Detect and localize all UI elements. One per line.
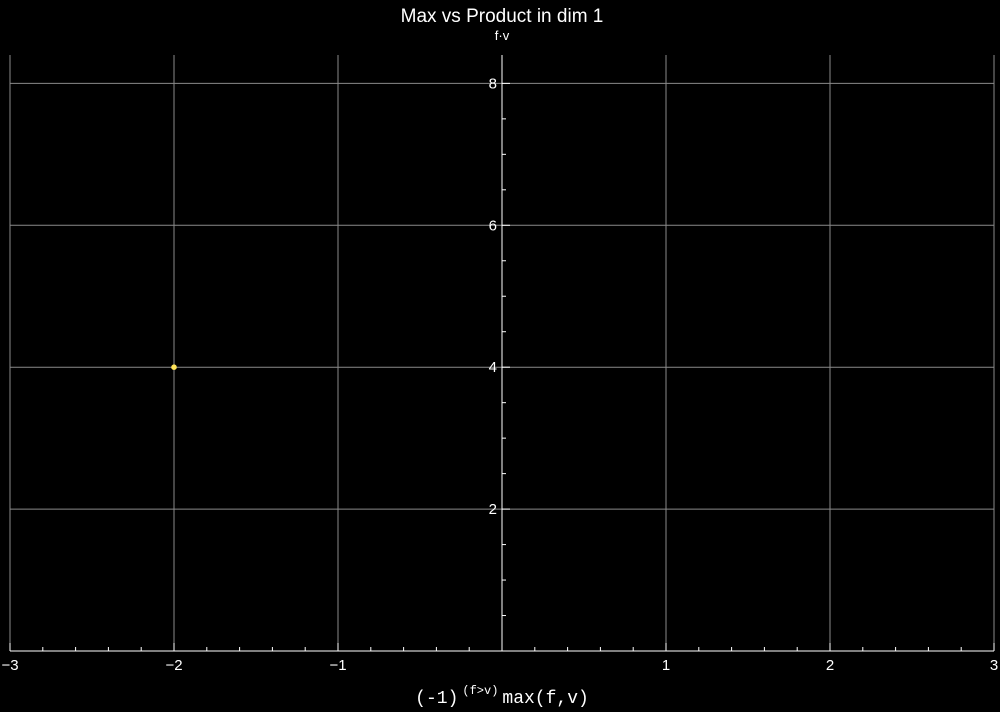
x-tick-label: −2: [165, 657, 182, 674]
x-axis-label-base: (-1): [415, 689, 458, 709]
y-axis-label: f·v: [495, 28, 510, 43]
tick-labels: −3 −2 −1 1 2 3 2 4 6 8: [1, 75, 998, 674]
axes: [10, 55, 994, 652]
x-tick-label: −3: [1, 657, 18, 674]
x-tick-label: 3: [990, 657, 998, 674]
x-axis-label-superscript: (f>v): [462, 684, 498, 698]
x-tick-label: −1: [329, 657, 346, 674]
data-points: [171, 364, 177, 370]
chart-title: Max vs Product in dim 1: [401, 6, 604, 27]
y-tick-label: 6: [489, 217, 497, 234]
x-axis-label: (-1) (f>v) max(f,v): [415, 684, 589, 709]
y-tick-label: 8: [489, 75, 497, 92]
x-axis-label-rest: max(f,v): [502, 689, 588, 709]
y-tick-label: 2: [489, 501, 497, 518]
y-tick-label: 4: [489, 359, 497, 376]
x-tick-label: 1: [662, 657, 670, 674]
data-point: [171, 364, 177, 370]
x-tick-label: 2: [826, 657, 834, 674]
tick-marks: [9, 82, 995, 651]
